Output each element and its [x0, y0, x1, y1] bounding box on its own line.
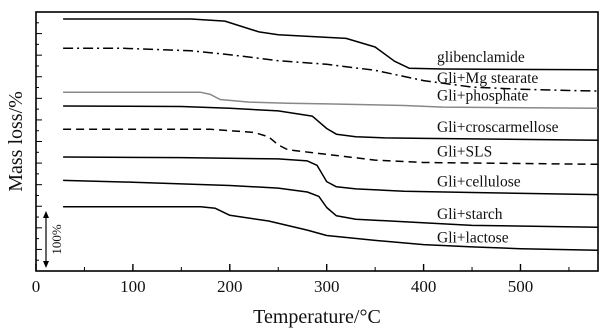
x-axis-ticks — [35, 264, 570, 271]
series-line-1 — [63, 47, 599, 92]
x-tick-label-0: 0 — [32, 277, 41, 296]
series-line-2 — [63, 91, 599, 110]
series-label-1: Gli+Mg stearate — [437, 70, 538, 87]
x-axis-tick-labels: 0 100 200 300 400 500 — [32, 277, 533, 296]
x-tick-label-500: 500 — [508, 277, 534, 296]
x-tick-label-400: 400 — [411, 277, 437, 296]
series-label-5: Gli+cellulose — [437, 174, 521, 191]
curves — [63, 18, 599, 252]
series-label-0: glibenclamide — [437, 49, 525, 66]
series-label-6: Gli+starch — [437, 206, 503, 223]
x-tick-label-300: 300 — [314, 277, 340, 296]
series-line-3 — [63, 105, 599, 141]
x-tick-label-200: 200 — [217, 277, 243, 296]
series-labels: glibenclamide Gli+Mg stearateGli+phosphat… — [437, 49, 559, 247]
scale-bar-label: 100% — [49, 224, 64, 255]
series-line-6 — [63, 179, 599, 228]
series-label-2: Gli+phosphate — [437, 87, 529, 104]
series-label-7: Gli+lactose — [437, 229, 509, 246]
scale-bar: 100% — [43, 211, 64, 268]
x-axis-title: Temperature/°C — [253, 306, 381, 328]
y-axis-title: Mass loss/% — [5, 91, 27, 192]
series-label-4: Gli+SLS — [437, 143, 492, 160]
series-line-0 — [63, 18, 599, 71]
series-line-7 — [63, 206, 599, 252]
series-line-5 — [63, 156, 599, 196]
series-line-4 — [63, 128, 599, 166]
series-label-3: Gli+croscarmellose — [437, 119, 559, 136]
scale-bar-arrow-bottom — [43, 261, 49, 268]
y-axis-ticks — [36, 22, 42, 261]
scale-bar-arrow-top — [43, 211, 49, 218]
x-tick-label-100: 100 — [120, 277, 146, 296]
